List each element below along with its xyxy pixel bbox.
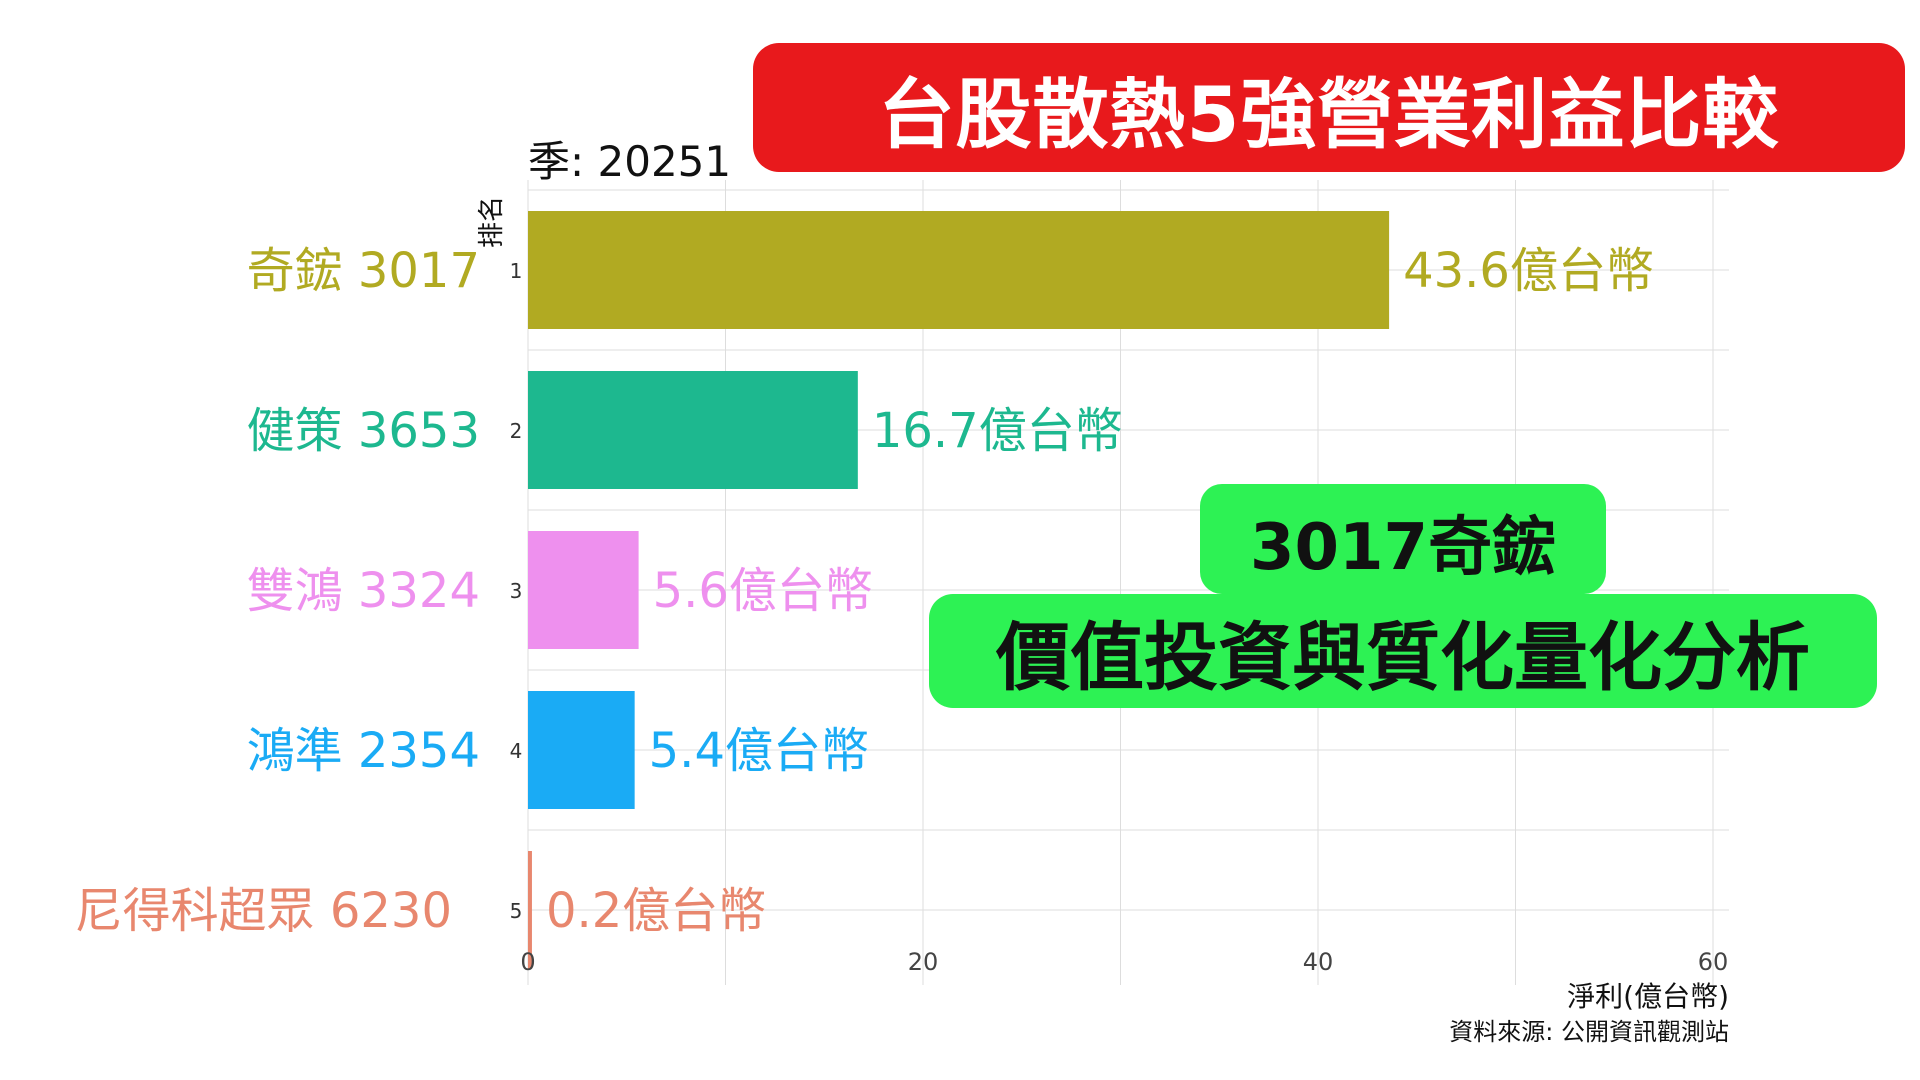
rank-tick-1: 1	[510, 259, 523, 283]
x-tick-0: 0	[520, 948, 535, 976]
category-label-5: 尼得科超眾 6230	[75, 883, 452, 939]
value-label-3: 5.6億台幣	[653, 563, 873, 619]
x-tick-60: 60	[1698, 948, 1729, 976]
category-label-3: 雙鴻 3324	[247, 563, 480, 619]
x-axis-label: 淨利(億台幣)	[1567, 980, 1729, 1013]
value-label-5: 0.2億台幣	[546, 883, 766, 939]
value-label-2: 16.7億台幣	[872, 403, 1123, 459]
bar-3	[528, 531, 639, 649]
bar-2	[528, 371, 858, 489]
source-note: 資料來源: 公開資訊觀測站	[1449, 1018, 1729, 1046]
x-tick-20: 20	[908, 948, 939, 976]
category-label-4: 鴻準 2354	[247, 723, 480, 779]
category-label-1: 奇鋐 3017	[247, 243, 480, 299]
y-axis-label: 排名	[477, 196, 507, 248]
period-label: 季: 20251	[528, 137, 732, 186]
rank-tick-2: 2	[510, 419, 523, 443]
bar-4	[528, 691, 635, 809]
category-label-2: 健策 3653	[247, 403, 480, 459]
rank-tick-3: 3	[510, 579, 523, 603]
title-banner: 台股散熱5強營業利益比較	[753, 43, 1905, 172]
x-tick-40: 40	[1303, 948, 1334, 976]
rank-tick-4: 4	[510, 739, 523, 763]
highlight-subtitle: 價值投資與質化量化分析	[929, 594, 1877, 708]
rank-tick-5: 5	[510, 899, 523, 923]
bar-5	[528, 851, 532, 969]
highlight-stock: 3017奇鋐	[1200, 484, 1606, 594]
bar-1	[528, 211, 1390, 329]
value-label-4: 5.4億台幣	[649, 723, 869, 779]
value-label-1: 43.6億台幣	[1403, 243, 1654, 299]
